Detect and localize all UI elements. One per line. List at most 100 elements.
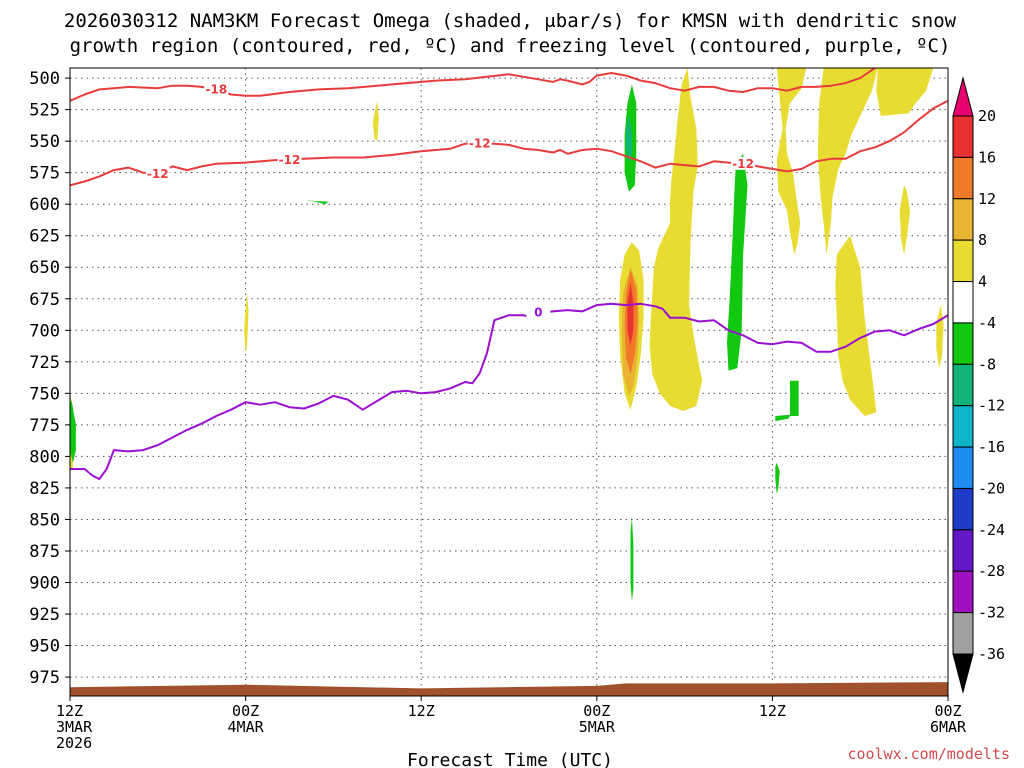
- y-tick-label-3: 575: [29, 164, 60, 184]
- omega-region-17: [305, 200, 329, 205]
- plot-area: -18 -12 -12 -12 -12 0: [69, 60, 949, 697]
- contour-label-bg-3: [467, 136, 492, 150]
- y-axis-pressure: 500 525 550 575 600 625 650 675 700 725 750 775 800 8…: [29, 69, 70, 688]
- omega-region-7: [835, 235, 877, 416]
- y-tick-label-15: 875: [29, 542, 60, 562]
- y-tick-label-7: 675: [29, 290, 60, 310]
- colorbar-label-11: -28: [978, 562, 1005, 580]
- contour-line-3: [70, 302, 948, 481]
- y-tick-label-10: 750: [29, 384, 60, 404]
- colorbar-bin-9: [952, 446, 974, 489]
- omega-region-19: [775, 380, 799, 422]
- colorbar-bin-10: [952, 487, 974, 531]
- colorbar-label-13: -36: [978, 645, 1005, 663]
- y-tick-label-5: 625: [29, 227, 60, 247]
- x-tick-label-3-0: 00Z: [583, 702, 610, 720]
- colorbar-label-3: 8: [978, 231, 987, 249]
- x-tick-label-4-0: 12Z: [759, 702, 786, 720]
- colorbar-label-2: 12: [978, 190, 996, 208]
- chart-title: 2026030312 NAM3KM Forecast Omega (shaded…: [64, 10, 957, 57]
- omega-region-8: [899, 185, 910, 255]
- x-tick-label-0-2: 2026: [56, 734, 92, 752]
- x-tick-label-0-1: 3MAR: [56, 718, 93, 736]
- colorbar-bin-1: [952, 115, 974, 158]
- colorbar-bin-6: [952, 322, 974, 365]
- contour-label-bg-5: [526, 305, 551, 319]
- x-tick-label-1-0: 00Z: [232, 702, 259, 720]
- y-tick-label-0: 500: [29, 69, 60, 89]
- omega-region-21: [630, 516, 634, 602]
- y-tick-label-2: 550: [29, 132, 60, 152]
- colorbar-legend: 20 16 12 8 4 -4 -8 -12 -16 -20 -24 -28 -32 -36: [952, 76, 1005, 694]
- omega-region-18: [70, 399, 76, 463]
- y-tick-label-8: 700: [29, 321, 60, 341]
- colorbar-bin-5: [952, 281, 974, 324]
- y-tick-label-12: 800: [29, 447, 60, 467]
- omega-region-13: [627, 282, 634, 346]
- colorbar-label-6: -8: [978, 355, 996, 373]
- colorbar-bin-12: [952, 570, 974, 614]
- credit-text: coolwx.com/modelts: [847, 745, 1010, 763]
- plot-frame: [69, 67, 949, 697]
- y-tick-label-13: 825: [29, 479, 60, 499]
- x-tick-label-2-0: 12Z: [408, 702, 435, 720]
- omega-region-15: [626, 115, 632, 163]
- colorbar-label-7: -12: [978, 397, 1005, 415]
- contour-label-bg-2: [277, 153, 302, 167]
- colorbar-label-4: 4: [978, 273, 987, 291]
- colorbar-bin-14: [952, 653, 974, 694]
- colorbar-label-9: -20: [978, 479, 1005, 497]
- contour-label-2: -12: [279, 153, 301, 167]
- omega-region-9: [936, 305, 944, 369]
- contour-line-0: [70, 68, 877, 102]
- contour-label-4: -12: [732, 157, 754, 171]
- x-tick-label-1-1: 4MAR: [228, 718, 265, 736]
- contour-label-3: -12: [469, 137, 491, 151]
- contour-line-1: [904, 60, 911, 63]
- colorbar-bin-11: [952, 529, 974, 572]
- temperature-contours: -18 -12 -12 -12 -12 0: [70, 60, 948, 481]
- x-tick-label-0-0: 12Z: [56, 702, 83, 720]
- contour-label-bg-0: [204, 82, 229, 96]
- y-tick-label-6: 650: [29, 258, 60, 278]
- colorbar-label-5: -4: [978, 314, 996, 332]
- colorbar-label-0: 20: [978, 107, 996, 125]
- x-tick-label-5-1: 6MAR: [930, 718, 967, 736]
- terrain-ground: [70, 682, 948, 696]
- contour-line-2: [70, 99, 948, 187]
- colorbar-bin-2: [952, 156, 974, 200]
- contour-label-1: -12: [147, 167, 169, 181]
- omega-region-4: [776, 68, 807, 255]
- omega-region-0: [372, 100, 379, 142]
- omega-shading: [70, 68, 944, 692]
- chart-title-line-2: growth region (contoured, red, ºC) and f…: [70, 35, 951, 57]
- omega-region-16: [727, 153, 748, 371]
- y-tick-label-4: 600: [29, 195, 60, 215]
- colorbar-bin-0: [952, 76, 974, 117]
- x-tick-label-5-0: 00Z: [934, 702, 961, 720]
- y-tick-label-16: 900: [29, 574, 60, 594]
- omega-region-6: [876, 68, 934, 116]
- colorbar-bin-7: [952, 363, 974, 407]
- colorbar-bin-8: [952, 405, 974, 448]
- colorbar-bin-4: [952, 239, 974, 283]
- omega-region-20: [775, 462, 780, 495]
- x-tick-label-3-1: 5MAR: [579, 718, 616, 736]
- colorbar-bin-13: [952, 612, 974, 655]
- omega-region-2: [244, 292, 249, 353]
- y-tick-label-17: 925: [29, 605, 60, 625]
- chart-title-line-1: 2026030312 NAM3KM Forecast Omega (shaded…: [64, 10, 957, 32]
- contour-label-bg-4: [731, 156, 756, 170]
- y-tick-label-9: 725: [29, 353, 60, 373]
- y-tick-label-14: 850: [29, 510, 60, 530]
- colorbar-label-10: -24: [978, 521, 1005, 539]
- x-axis-label: Forecast Time (UTC): [407, 750, 613, 768]
- omega-region-3: [649, 68, 703, 411]
- colorbar-label-8: -16: [978, 438, 1005, 456]
- y-tick-label-19: 975: [29, 668, 60, 688]
- grid-lines: [70, 68, 948, 696]
- colorbar-label-12: -32: [978, 604, 1005, 622]
- y-tick-label-18: 950: [29, 637, 60, 657]
- contour-label-0: -18: [205, 82, 227, 96]
